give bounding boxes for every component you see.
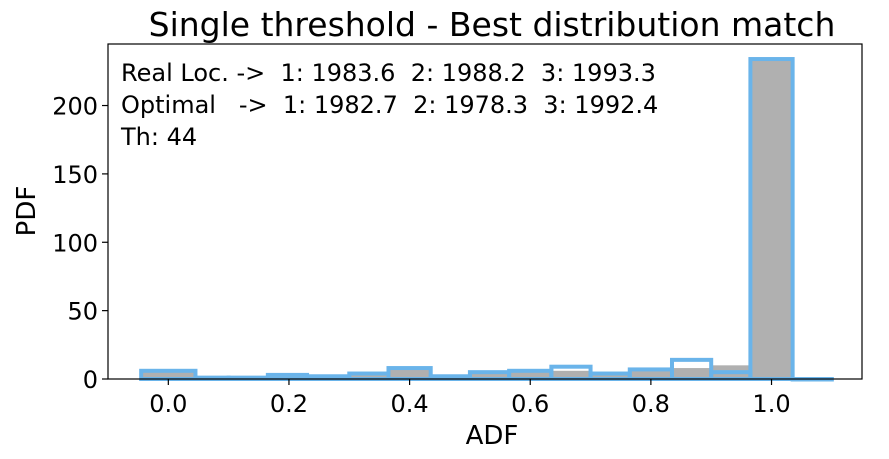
- histogram-bar-0-6: [388, 369, 431, 379]
- histogram-bar-0-0: [141, 372, 196, 379]
- histogram-bar-0-15: [750, 60, 793, 379]
- histogram-bar-0-12: [629, 370, 672, 379]
- histogram-bar-0-10: [551, 370, 591, 379]
- y-axis: 0 50 100 150 200: [52, 93, 108, 394]
- y-tick-label: 150: [52, 161, 98, 189]
- annotation-threshold: Th: 44: [120, 123, 197, 151]
- y-axis-label: PDF: [12, 186, 42, 237]
- chart-title: Single threshold - Best distribution mat…: [149, 5, 836, 44]
- histogram-bar-0-13: [671, 368, 712, 379]
- x-tick-label: 0.0: [149, 390, 187, 418]
- x-tick-label: 1.0: [752, 390, 790, 418]
- x-tick-label: 0.8: [632, 390, 670, 418]
- annotation-block: Real Loc. -> 1: 1983.6 2: 1988.2 3: 1993…: [120, 59, 658, 151]
- histogram-bar-0-11: [590, 373, 630, 379]
- histogram-bar-0-5: [349, 373, 389, 379]
- y-tick-label: 100: [52, 229, 98, 257]
- plot-frame: [107, 43, 863, 380]
- annotation-optimal: Optimal -> 1: 1982.7 2: 1978.3 3: 1992.4: [121, 91, 658, 119]
- annotation-real-loc: Real Loc. -> 1: 1983.6 2: 1988.2 3: 1993…: [121, 59, 656, 87]
- histogram-bar-0-9: [509, 369, 552, 379]
- histogram-bar-0-8: [469, 373, 510, 379]
- x-tick-label: 0.4: [391, 390, 429, 418]
- y-tick-label: 50: [67, 298, 98, 326]
- x-tick-label: 0.2: [270, 390, 308, 418]
- y-tick-label: 0: [83, 366, 98, 394]
- x-tick-label: 0.6: [511, 390, 549, 418]
- x-axis-label: ADF: [466, 421, 519, 451]
- x-axis: 0.0 0.2 0.4 0.6 0.8 1.0: [149, 379, 791, 418]
- y-tick-label: 200: [52, 93, 98, 121]
